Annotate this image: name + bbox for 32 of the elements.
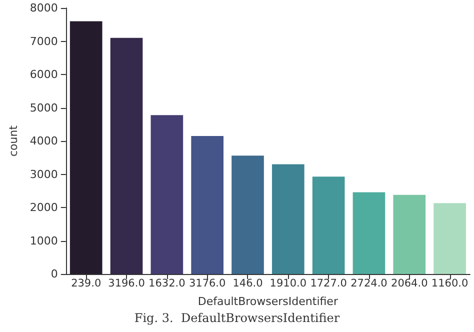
bar bbox=[272, 164, 304, 274]
y-tick-label: 7000 bbox=[30, 34, 58, 48]
x-tick-label: 1727.0 bbox=[310, 278, 347, 290]
y-axis-title: count bbox=[7, 124, 20, 157]
bar bbox=[352, 192, 386, 274]
y-tick-label: 5000 bbox=[30, 101, 58, 114]
x-tick-label: 3196.0 bbox=[108, 278, 145, 290]
y-tick-label: 0 bbox=[50, 268, 58, 280]
x-tick-label: 2724.0 bbox=[350, 278, 388, 290]
x-tick-label: 1632.0 bbox=[148, 278, 186, 290]
bar bbox=[393, 194, 426, 274]
x-tick-label: 1160.0 bbox=[431, 278, 468, 290]
x-tick-label: 3176.0 bbox=[188, 278, 226, 290]
x-tick-label: 239.0 bbox=[71, 278, 102, 290]
bar bbox=[70, 21, 102, 274]
y-tick-label: 1000 bbox=[30, 234, 58, 248]
y-tick-label: 4000 bbox=[30, 134, 58, 148]
bar bbox=[312, 176, 345, 274]
bar bbox=[232, 156, 264, 274]
x-tick-label: 1910.0 bbox=[270, 278, 307, 290]
y-tick-label: 8000 bbox=[30, 2, 58, 14]
bar bbox=[434, 203, 466, 274]
y-tick-label: 2000 bbox=[30, 201, 58, 214]
caption: Fig. 3. DefaultBrowsersIdentifier bbox=[134, 311, 340, 325]
x-tick-label: 2064.0 bbox=[391, 278, 428, 290]
bar bbox=[110, 38, 143, 274]
bar bbox=[191, 136, 224, 274]
x-tick-label: 146.0 bbox=[232, 278, 263, 290]
y-tick-label: 3000 bbox=[30, 168, 58, 181]
y-tick-label: 6000 bbox=[30, 68, 58, 81]
x-axis-title: DefaultBrowsersIdentifier bbox=[198, 295, 338, 308]
bar bbox=[150, 115, 184, 274]
